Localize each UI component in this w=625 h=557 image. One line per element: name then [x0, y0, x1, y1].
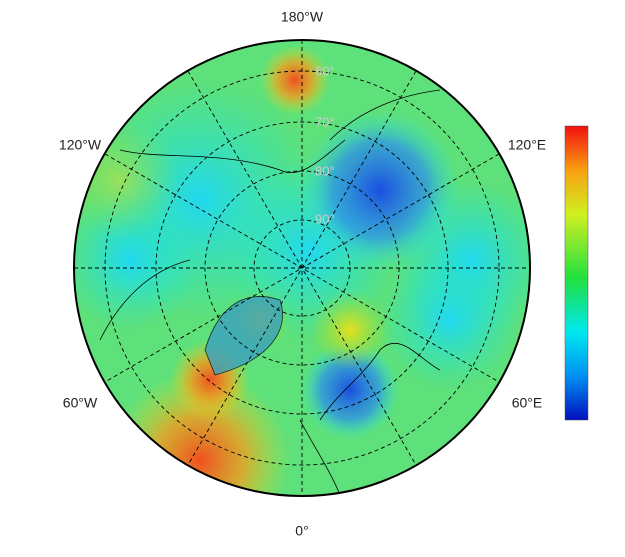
latitude-label: 90° — [315, 211, 335, 226]
longitude-label: 60°W — [63, 395, 98, 411]
latitude-label: 60° — [315, 63, 335, 78]
longitude-label: 0° — [295, 523, 308, 539]
map-border — [73, 39, 531, 497]
colorbar — [564, 125, 589, 421]
longitude-label: 120°W — [59, 137, 102, 153]
latitude-label: 80° — [315, 163, 335, 178]
latitude-label: 70° — [315, 114, 335, 129]
longitude-label: 180°W — [281, 9, 324, 25]
colorbar-ramp — [564, 125, 589, 421]
longitude-label: 120°E — [508, 137, 546, 153]
longitude-label: 60°E — [512, 395, 543, 411]
